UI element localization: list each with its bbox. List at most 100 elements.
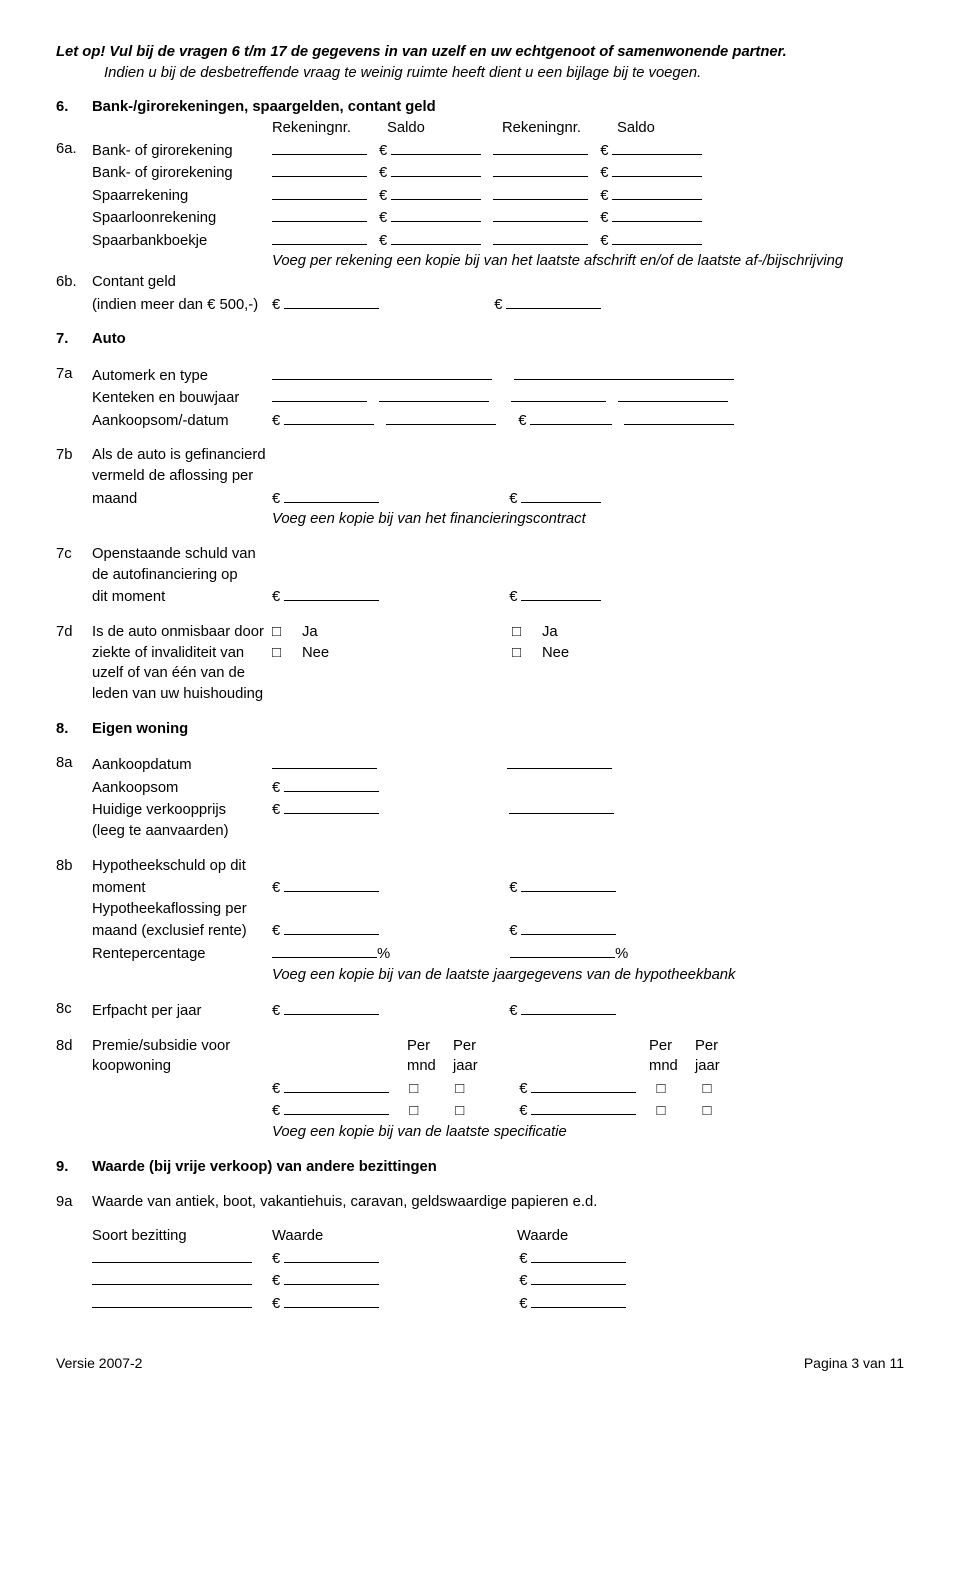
field-premie-3[interactable] bbox=[284, 1100, 389, 1116]
field-aankoopsom[interactable] bbox=[284, 776, 379, 792]
field-bouwjaar-1[interactable] bbox=[379, 386, 489, 402]
field-waarde-1[interactable] bbox=[284, 1269, 379, 1285]
field-verkoopprijs-2[interactable] bbox=[509, 798, 614, 814]
field-7c-1[interactable] bbox=[284, 585, 379, 601]
checkbox-icon[interactable]: □ bbox=[512, 645, 521, 661]
field-reknr[interactable] bbox=[493, 161, 588, 177]
percent-sign: % bbox=[615, 944, 628, 965]
field-premie-4[interactable] bbox=[531, 1100, 636, 1116]
field-premie-1[interactable] bbox=[284, 1077, 389, 1093]
account-label: Spaarbankboekje bbox=[92, 231, 272, 252]
field-reknr[interactable] bbox=[493, 139, 588, 155]
field-reknr[interactable] bbox=[493, 229, 588, 245]
label-7d-2: ziekte of invaliditeit van bbox=[92, 643, 272, 664]
field-kenteken-2[interactable] bbox=[511, 386, 606, 402]
checkbox-icon[interactable]: □ bbox=[702, 1103, 711, 1119]
option-ja: Ja bbox=[542, 622, 558, 643]
checkbox-icon[interactable]: □ bbox=[455, 1103, 464, 1119]
checkbox-icon[interactable]: □ bbox=[409, 1103, 418, 1119]
field-kenteken-1[interactable] bbox=[272, 386, 367, 402]
field-waarde-2[interactable] bbox=[531, 1269, 626, 1285]
section-7-number: 7. bbox=[56, 329, 92, 350]
field-aankoopsom-2[interactable] bbox=[530, 409, 612, 425]
field-aankoopdatum-1[interactable] bbox=[272, 753, 377, 769]
field-reknr[interactable] bbox=[272, 229, 367, 245]
field-saldo[interactable] bbox=[612, 229, 702, 245]
field-reknr[interactable] bbox=[272, 206, 367, 222]
field-reknr[interactable] bbox=[272, 139, 367, 155]
field-waarde-2[interactable] bbox=[531, 1247, 626, 1263]
field-soort[interactable] bbox=[92, 1292, 252, 1308]
section-8-title: Eigen woning bbox=[92, 721, 188, 737]
section-9-number: 9. bbox=[56, 1157, 92, 1178]
label-7d-3: uzelf of van één van de bbox=[92, 663, 904, 684]
checkbox-icon[interactable]: □ bbox=[702, 1081, 711, 1097]
field-saldo[interactable] bbox=[391, 184, 481, 200]
checkbox-icon[interactable]: □ bbox=[272, 624, 281, 640]
field-premie-2[interactable] bbox=[531, 1077, 636, 1093]
section-9-title: Waarde (bij vrije verkoop) van andere be… bbox=[92, 1159, 437, 1175]
field-saldo[interactable] bbox=[391, 229, 481, 245]
field-reknr[interactable] bbox=[272, 184, 367, 200]
option-ja: Ja bbox=[302, 622, 512, 643]
field-aflossing-1[interactable] bbox=[284, 920, 379, 936]
field-saldo[interactable] bbox=[612, 184, 702, 200]
label-8b-4: maand (exclusief rente) bbox=[92, 921, 272, 942]
field-bouwjaar-2[interactable] bbox=[618, 386, 728, 402]
field-waarde-1[interactable] bbox=[284, 1247, 379, 1263]
field-reknr[interactable] bbox=[493, 184, 588, 200]
field-saldo[interactable] bbox=[612, 206, 702, 222]
field-aankoopdatum-2[interactable] bbox=[507, 753, 612, 769]
field-aankoopsom-1[interactable] bbox=[284, 409, 374, 425]
row-9a-number: 9a bbox=[56, 1192, 92, 1315]
field-7b-2[interactable] bbox=[521, 487, 601, 503]
field-contant-1[interactable] bbox=[284, 293, 379, 309]
field-aflossing-2[interactable] bbox=[521, 920, 616, 936]
label-8b-1: Hypotheekschuld op dit bbox=[92, 856, 904, 877]
field-verkoopprijs-1[interactable] bbox=[284, 798, 379, 814]
field-erfpacht-1[interactable] bbox=[284, 999, 379, 1015]
field-hypotheekschuld-2[interactable] bbox=[521, 876, 616, 892]
label-7c-3: dit moment bbox=[92, 587, 272, 608]
field-erfpacht-2[interactable] bbox=[521, 999, 616, 1015]
checkbox-icon[interactable]: □ bbox=[656, 1103, 665, 1119]
checkbox-icon[interactable]: □ bbox=[512, 624, 521, 640]
row-8c-number: 8c bbox=[56, 999, 92, 1022]
field-saldo[interactable] bbox=[391, 206, 481, 222]
field-soort[interactable] bbox=[92, 1247, 252, 1263]
field-saldo[interactable] bbox=[391, 161, 481, 177]
hdr-saldo-2: Saldo bbox=[617, 118, 732, 139]
label-7c-1: Openstaande schuld van bbox=[92, 544, 904, 565]
field-automerk-1[interactable] bbox=[272, 364, 492, 380]
field-7b-1[interactable] bbox=[284, 487, 379, 503]
checkbox-icon[interactable]: □ bbox=[455, 1081, 464, 1097]
label-8d-2: koopwoning bbox=[92, 1056, 272, 1077]
field-reknr[interactable] bbox=[493, 206, 588, 222]
hdr-mnd: mnd bbox=[649, 1056, 695, 1077]
field-aankoopdatum-2[interactable] bbox=[624, 409, 734, 425]
account-label: Spaarloonrekening bbox=[92, 208, 272, 229]
field-7c-2[interactable] bbox=[521, 585, 601, 601]
checkbox-icon[interactable]: □ bbox=[272, 645, 281, 661]
section-6-number: 6. bbox=[56, 97, 92, 138]
field-saldo[interactable] bbox=[612, 161, 702, 177]
field-automerk-2[interactable] bbox=[514, 364, 734, 380]
checkbox-icon[interactable]: □ bbox=[656, 1081, 665, 1097]
field-hypotheekschuld-1[interactable] bbox=[284, 876, 379, 892]
field-waarde-2[interactable] bbox=[531, 1292, 626, 1308]
label-indien-meer: (indien meer dan € 500,-) bbox=[92, 295, 272, 316]
hdr-jaar: jaar bbox=[453, 1056, 499, 1077]
field-reknr[interactable] bbox=[272, 161, 367, 177]
field-waarde-1[interactable] bbox=[284, 1292, 379, 1308]
field-rente-1[interactable] bbox=[272, 942, 377, 958]
field-saldo[interactable] bbox=[612, 139, 702, 155]
field-saldo[interactable] bbox=[391, 139, 481, 155]
footer-page: Pagina 3 van 11 bbox=[804, 1354, 904, 1374]
checkbox-icon[interactable]: □ bbox=[409, 1081, 418, 1097]
field-aankoopdatum-1[interactable] bbox=[386, 409, 496, 425]
field-soort[interactable] bbox=[92, 1269, 252, 1285]
field-rente-2[interactable] bbox=[510, 942, 615, 958]
account-label: Spaarrekening bbox=[92, 186, 272, 207]
row-7c-number: 7c bbox=[56, 544, 92, 608]
field-contant-2[interactable] bbox=[506, 293, 601, 309]
